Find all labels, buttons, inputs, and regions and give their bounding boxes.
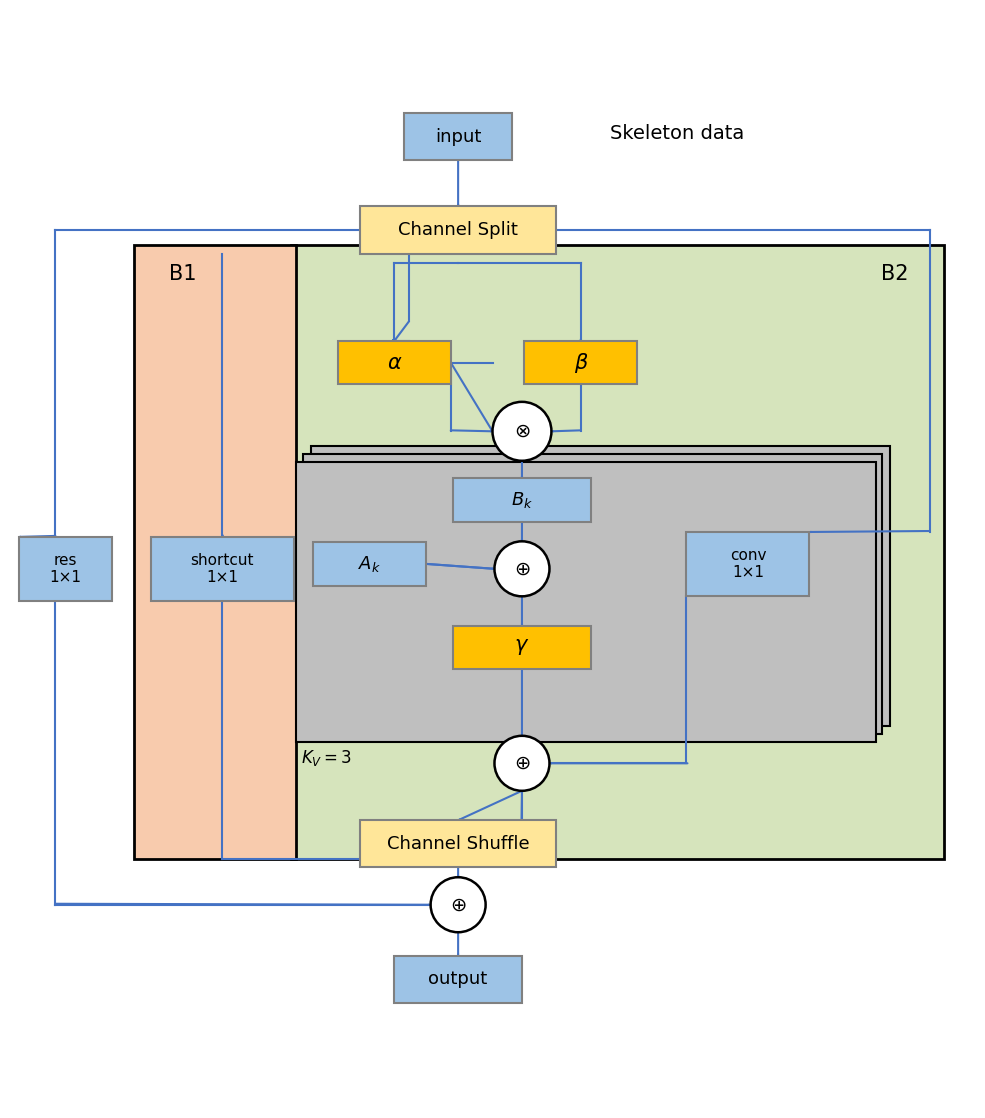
FancyBboxPatch shape bbox=[524, 341, 637, 385]
Text: output: output bbox=[428, 970, 488, 988]
Text: B2: B2 bbox=[882, 264, 909, 284]
Circle shape bbox=[494, 541, 550, 596]
FancyBboxPatch shape bbox=[360, 207, 557, 254]
FancyBboxPatch shape bbox=[303, 454, 883, 733]
Text: $\gamma$: $\gamma$ bbox=[514, 637, 530, 657]
FancyBboxPatch shape bbox=[296, 462, 876, 741]
FancyBboxPatch shape bbox=[338, 341, 451, 385]
FancyBboxPatch shape bbox=[311, 446, 890, 726]
Text: res
1×1: res 1×1 bbox=[49, 552, 81, 585]
Text: ⊕: ⊕ bbox=[450, 896, 466, 915]
FancyBboxPatch shape bbox=[453, 479, 591, 522]
Text: $K_V=3$: $K_V=3$ bbox=[301, 748, 352, 768]
Text: input: input bbox=[435, 127, 482, 145]
Text: Channel Shuffle: Channel Shuffle bbox=[387, 835, 529, 853]
Circle shape bbox=[494, 736, 550, 790]
Text: conv
1×1: conv 1×1 bbox=[730, 548, 766, 580]
FancyBboxPatch shape bbox=[292, 245, 945, 859]
Text: ⊕: ⊕ bbox=[514, 559, 530, 578]
Text: $\beta$: $\beta$ bbox=[573, 351, 588, 375]
Text: shortcut
1×1: shortcut 1×1 bbox=[191, 552, 254, 585]
FancyBboxPatch shape bbox=[687, 532, 810, 596]
FancyBboxPatch shape bbox=[313, 542, 427, 586]
FancyBboxPatch shape bbox=[394, 956, 522, 1003]
Text: $A_k$: $A_k$ bbox=[359, 553, 381, 574]
Text: ⊕: ⊕ bbox=[514, 754, 530, 773]
FancyBboxPatch shape bbox=[134, 245, 296, 859]
Text: Channel Split: Channel Split bbox=[398, 221, 518, 239]
FancyBboxPatch shape bbox=[19, 537, 112, 600]
Text: $B_k$: $B_k$ bbox=[511, 490, 533, 510]
Text: Skeleton data: Skeleton data bbox=[611, 124, 745, 143]
Text: ⊗: ⊗ bbox=[514, 421, 530, 440]
Circle shape bbox=[492, 401, 552, 461]
FancyBboxPatch shape bbox=[360, 821, 557, 868]
Circle shape bbox=[430, 878, 486, 932]
Text: $\alpha$: $\alpha$ bbox=[386, 352, 402, 372]
Text: B1: B1 bbox=[169, 264, 197, 284]
FancyBboxPatch shape bbox=[151, 537, 294, 600]
FancyBboxPatch shape bbox=[453, 626, 591, 669]
FancyBboxPatch shape bbox=[404, 113, 512, 160]
